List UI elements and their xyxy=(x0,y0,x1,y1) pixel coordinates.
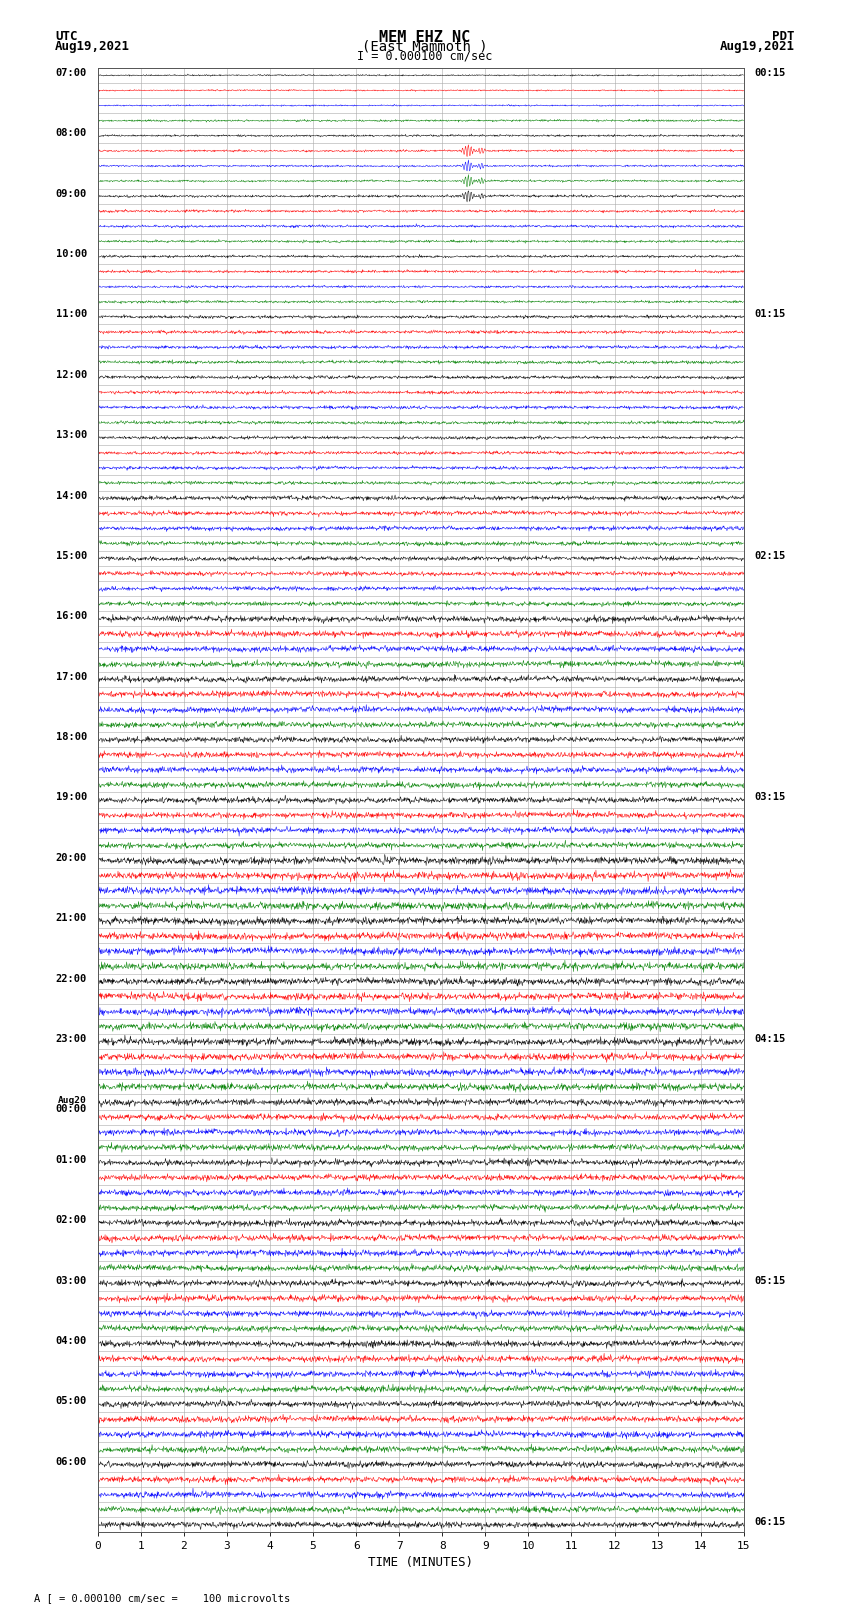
Text: 06:15: 06:15 xyxy=(755,1518,785,1528)
Text: A [ = 0.000100 cm/sec =    100 microvolts: A [ = 0.000100 cm/sec = 100 microvolts xyxy=(34,1594,290,1603)
Text: 01:00: 01:00 xyxy=(56,1155,87,1165)
Text: PDT: PDT xyxy=(773,31,795,44)
Text: 17:00: 17:00 xyxy=(56,671,87,682)
Text: UTC: UTC xyxy=(55,31,77,44)
Text: 04:15: 04:15 xyxy=(755,1034,785,1044)
Text: 04:00: 04:00 xyxy=(56,1336,87,1347)
Text: Aug19,2021: Aug19,2021 xyxy=(720,39,795,53)
Text: I = 0.000100 cm/sec: I = 0.000100 cm/sec xyxy=(357,50,493,63)
Text: 21:00: 21:00 xyxy=(56,913,87,923)
Text: 03:00: 03:00 xyxy=(56,1276,87,1286)
Text: 02:15: 02:15 xyxy=(755,552,785,561)
Text: 03:15: 03:15 xyxy=(755,792,785,803)
Text: 01:15: 01:15 xyxy=(755,310,785,319)
Text: 00:00: 00:00 xyxy=(56,1103,87,1115)
Text: 22:00: 22:00 xyxy=(56,974,87,984)
Text: 23:00: 23:00 xyxy=(56,1034,87,1044)
Text: 09:00: 09:00 xyxy=(56,189,87,198)
Text: 15:00: 15:00 xyxy=(56,552,87,561)
Text: 06:00: 06:00 xyxy=(56,1457,87,1466)
Text: 08:00: 08:00 xyxy=(56,127,87,139)
Text: 05:15: 05:15 xyxy=(755,1276,785,1286)
Text: 10:00: 10:00 xyxy=(56,248,87,260)
Text: 02:00: 02:00 xyxy=(56,1215,87,1226)
Text: 20:00: 20:00 xyxy=(56,853,87,863)
Text: Aug19,2021: Aug19,2021 xyxy=(55,39,130,53)
Text: 19:00: 19:00 xyxy=(56,792,87,803)
Text: MEM EHZ NC: MEM EHZ NC xyxy=(379,31,471,45)
Text: 11:00: 11:00 xyxy=(56,310,87,319)
Text: 12:00: 12:00 xyxy=(56,369,87,379)
Text: 07:00: 07:00 xyxy=(56,68,87,77)
Text: (East Mammoth ): (East Mammoth ) xyxy=(362,39,488,53)
Text: 18:00: 18:00 xyxy=(56,732,87,742)
Text: 13:00: 13:00 xyxy=(56,431,87,440)
Text: Aug20: Aug20 xyxy=(59,1095,87,1105)
Text: 05:00: 05:00 xyxy=(56,1397,87,1407)
Text: 14:00: 14:00 xyxy=(56,490,87,500)
Text: 16:00: 16:00 xyxy=(56,611,87,621)
Text: 00:15: 00:15 xyxy=(755,68,785,77)
X-axis label: TIME (MINUTES): TIME (MINUTES) xyxy=(368,1555,473,1568)
